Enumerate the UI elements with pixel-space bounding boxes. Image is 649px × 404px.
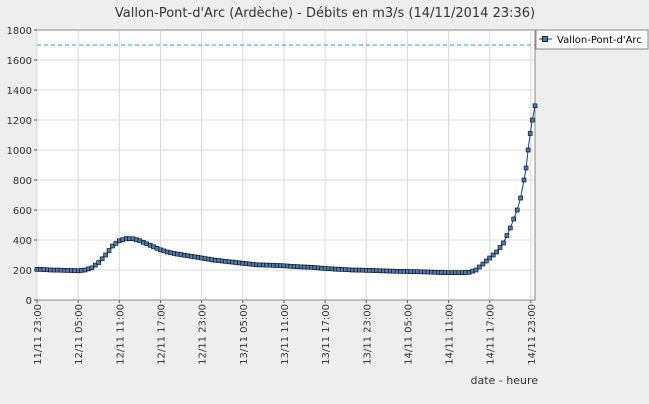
y-tick-label: 600 <box>13 206 32 217</box>
y-tick-label: 1200 <box>7 116 32 127</box>
x-tick-label: 13/11 05:00 <box>239 304 250 365</box>
x-tick-label: 14/11 05:00 <box>403 304 414 365</box>
legend: Vallon-Pont-d'Arc <box>535 29 649 50</box>
series-group <box>34 103 538 276</box>
data-point <box>113 241 119 246</box>
chart-title: Vallon-Pont-d'Arc (Ardèche) - Débits en … <box>115 6 535 21</box>
y-tick-label: 800 <box>13 176 32 187</box>
x-tick-label: 13/11 11:00 <box>280 304 291 365</box>
x-tick-label: 14/11 23:00 <box>527 304 538 365</box>
data-point <box>477 264 482 270</box>
data-point <box>487 255 493 261</box>
data-point <box>494 249 499 255</box>
data-point <box>501 240 506 246</box>
data-point <box>490 252 496 258</box>
grid <box>36 30 535 300</box>
data-point <box>527 131 533 136</box>
y-tick-label: 0 <box>26 296 32 307</box>
data-point <box>96 260 101 265</box>
data-point <box>93 262 98 268</box>
y-tick-label: 1000 <box>7 146 32 157</box>
x-tick-label: 12/11 11:00 <box>115 304 126 365</box>
y-axis: 0 200 400 600 800 1000 1200 1400 1600 1800 <box>7 26 37 307</box>
y-tick-label: 400 <box>13 236 32 247</box>
data-point <box>106 248 112 253</box>
data-point <box>473 267 479 273</box>
x-axis-label: date - heure <box>470 374 538 387</box>
data-point <box>521 177 527 183</box>
data-point <box>514 207 520 213</box>
x-tick-label: 13/11 23:00 <box>362 304 373 365</box>
x-tick-label: 12/11 05:00 <box>74 304 85 365</box>
x-tick-label: 14/11 17:00 <box>486 304 497 365</box>
data-point <box>99 256 105 262</box>
legend-label: Vallon-Pont-d'Arc <box>557 35 642 46</box>
data-point <box>507 225 513 231</box>
x-tick-label: 11/11 23:00 <box>33 304 44 365</box>
data-point <box>529 117 535 123</box>
data-point <box>497 245 503 250</box>
data-point <box>518 195 523 201</box>
data-point <box>110 243 115 249</box>
x-axis: 11/11 23:00 12/11 05:00 12/11 11:00 12/11 1… <box>33 300 538 365</box>
data-point <box>89 265 95 271</box>
y-tick-label: 200 <box>13 266 32 277</box>
x-tick-label: 12/11 23:00 <box>198 304 209 365</box>
data-point <box>532 103 538 109</box>
data-point <box>523 165 529 171</box>
y-tick-label: 1600 <box>7 56 32 67</box>
data-point <box>103 252 108 258</box>
data-point <box>525 147 531 153</box>
x-tick-label: 12/11 17:00 <box>156 304 167 365</box>
plot-area <box>36 29 536 301</box>
y-tick-label: 1800 <box>7 26 32 37</box>
legend-box <box>535 29 649 50</box>
data-point <box>504 233 510 238</box>
data-point <box>483 258 489 264</box>
y-tick-label: 1400 <box>7 86 32 97</box>
x-tick-label: 13/11 17:00 <box>321 304 332 365</box>
x-tick-label: 14/11 11:00 <box>445 304 456 365</box>
data-point <box>511 216 517 222</box>
legend-marker <box>542 36 548 42</box>
data-point <box>480 261 486 267</box>
